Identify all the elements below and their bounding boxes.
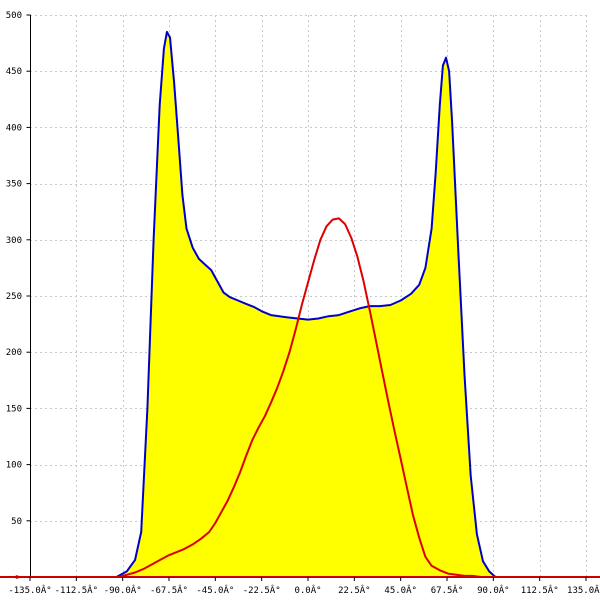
x-tick-label: -135.0Â° (8, 584, 51, 596)
x-tick-label: -90.0Â° (104, 584, 142, 596)
x-tick-label: 112.5Â° (521, 584, 559, 596)
x-tick-label: 135.0Â° (567, 584, 600, 596)
x-tick-label: 67.5Â° (431, 584, 464, 596)
series-0-line (30, 30, 586, 578)
y-tick-label: 450 (6, 67, 22, 77)
y-tick-label: 300 (6, 236, 22, 246)
y-axis-ticks: 50 100 150 200 250 300 350 400 450 500 (6, 11, 31, 527)
y-tick-label: 250 (6, 292, 22, 302)
x-tick-label: -112.5Â° (55, 584, 98, 596)
y-tick-label: 400 (6, 123, 22, 133)
baseline-marker-dot (15, 575, 19, 579)
x-axis-ticks: -135.0Â° -112.5Â° -90.0Â° -67.5Â° -45.0Â° -22… (8, 577, 600, 596)
x-tick-label: -45.0Â° (196, 584, 234, 596)
y-tick-label: 50 (11, 517, 22, 527)
series-group (30, 30, 586, 578)
y-tick-label: 100 (6, 461, 22, 471)
series-1-line (30, 217, 586, 578)
x-tick-label: -22.5Â° (243, 584, 281, 596)
x-tick-label: -67.5Â° (150, 584, 188, 596)
y-tick-label: 200 (6, 348, 22, 358)
series-0-area (30, 31, 586, 577)
y-tick-label: 500 (6, 11, 22, 21)
x-tick-label: 90.0Â° (477, 584, 510, 596)
y-tick-label: 350 (6, 180, 22, 190)
x-tick-label: 45.0Â° (384, 584, 417, 596)
y-tick-label: 150 (6, 404, 22, 414)
x-tick-label: 22.5Â° (338, 584, 371, 596)
x-tick-label: 0.0Â° (294, 584, 321, 596)
